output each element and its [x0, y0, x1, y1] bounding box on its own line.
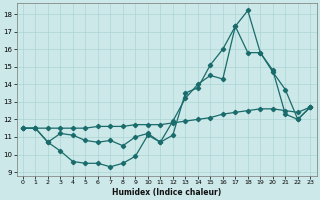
X-axis label: Humidex (Indice chaleur): Humidex (Indice chaleur)	[112, 188, 221, 197]
